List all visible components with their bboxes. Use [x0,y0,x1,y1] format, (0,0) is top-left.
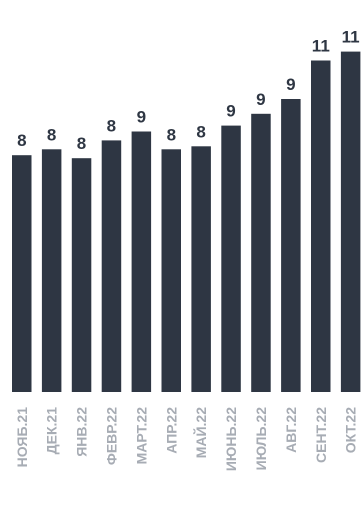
x-tick-label-НОЯБ.21: НОЯБ.21 [14,407,30,468]
x-tick-label-ДЕК.21: ДЕК.21 [44,407,60,455]
value-label-МАЙ.22: 8 [196,122,205,141]
x-tick-label-АПР.22: АПР.22 [163,407,179,454]
value-label-ИЮЛЬ.22: 9 [256,90,265,109]
x-tick-label-ИЮЛЬ.22: ИЮЛЬ.22 [253,407,269,471]
bar-ДЕК.21 [41,149,62,392]
x-tick-label-АВГ.22: АВГ.22 [283,407,299,453]
x-tick-label-ЯНВ.22: ЯНВ.22 [74,407,90,457]
bars-group [12,51,361,393]
value-label-МАРТ.22: 9 [137,108,146,127]
bar-ЯНВ.22 [71,158,92,392]
value-label-НОЯБ.21: 8 [17,131,26,150]
bar-МАРТ.22 [131,131,152,392]
value-label-ОКТ.22: 11 [342,28,360,47]
value-label-АПР.22: 8 [167,125,176,144]
value-label-ИЮНЬ.22: 9 [226,102,235,121]
bar-АВГ.22 [281,99,301,392]
bar-ФЕВР.22 [101,140,122,392]
value-labels-group: 8 8 8 8 9 8 8 9 9 9 11 11 [17,28,360,154]
x-tick-label-ФЕВР.22: ФЕВР.22 [103,407,119,465]
bar-ИЮЛЬ.22 [251,113,271,393]
value-label-ДЕК.21: 8 [47,125,56,144]
x-tick-label-МАЙ.22: МАЙ.22 [192,407,209,459]
value-label-ФЕВР.22: 8 [107,116,116,135]
x-tick-label-СЕНТ.22: СЕНТ.22 [313,407,329,463]
bar-МАЙ.22 [191,146,211,392]
bar-ОКТ.22 [340,51,361,392]
x-tick-label-ИЮНЬ.22: ИЮНЬ.22 [223,407,239,471]
bar-НОЯБ.21 [12,155,32,392]
bar-АПР.22 [161,149,181,392]
value-label-АВГ.22: 9 [286,75,295,94]
bar-СЕНТ.22 [311,60,331,392]
value-label-СЕНТ.22: 11 [312,37,330,56]
x-axis-tick-labels: НОЯБ.21 ДЕК.21 ЯНВ.22 ФЕВР.22 МАРТ.22 АПР.22 М… [14,407,359,471]
x-tick-label-ОКТ.22: ОКТ.22 [343,407,359,453]
x-tick-label-МАРТ.22: МАРТ.22 [133,407,149,465]
bar-ИЮНЬ.22 [221,125,241,392]
value-label-ЯНВ.22: 8 [77,134,86,153]
